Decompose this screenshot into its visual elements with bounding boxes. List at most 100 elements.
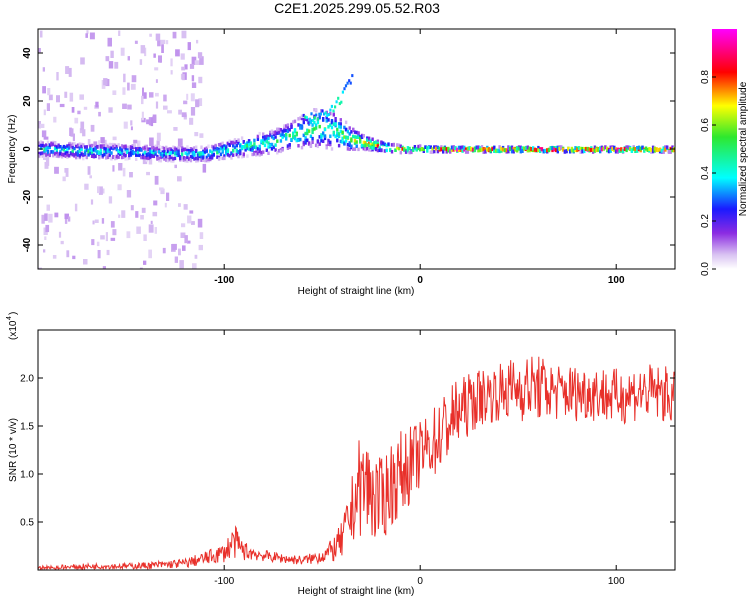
spectrogram-cell [415, 148, 418, 152]
spectrogram-cell [205, 158, 208, 163]
spectrogram-cell [336, 133, 339, 138]
spectrogram-cell [101, 218, 105, 224]
spectrogram-cell [56, 95, 60, 103]
spectrogram-cell [512, 149, 515, 154]
spectrogram-cell [38, 48, 41, 53]
spectrogram-cell [155, 33, 161, 41]
spectrogram-cell [341, 140, 344, 144]
spectrogram-cell [344, 127, 348, 132]
spectrogram-cell [182, 73, 185, 81]
spectrogram-cell [403, 148, 406, 152]
spectrogram-cell [306, 131, 309, 136]
spectrogram-cell [355, 130, 358, 135]
spectrogram-cell [299, 137, 302, 142]
spectrogram-cell [292, 120, 295, 124]
spectrogram-cell [53, 116, 57, 123]
spectrogram-cell [198, 154, 201, 159]
spectrogram-cell [48, 213, 53, 223]
colorbar-gradient [712, 29, 737, 269]
spectrogram-cell [332, 132, 335, 137]
spectrogram-cell [311, 140, 314, 144]
spectrogram-cell [399, 144, 402, 148]
spectrogram-cell [343, 87, 346, 91]
spectrogram-cell [546, 148, 549, 153]
spectrogram-cell [196, 158, 200, 163]
spectrogram-cell [459, 148, 462, 152]
spectrogram-cell [193, 157, 196, 161]
spectrogram-cell [313, 108, 316, 112]
spectrogram-cell [440, 145, 443, 150]
spectrogram-cell [308, 117, 312, 121]
spectrogram-cell [288, 128, 291, 132]
spectrogram-cell [196, 39, 199, 44]
spectrogram-cell [544, 148, 547, 153]
spectrogram-cell [163, 105, 168, 110]
spectrogram-cell [237, 154, 240, 159]
spectrogram-cell [158, 148, 161, 152]
spectrogram-cell [563, 149, 567, 154]
figure-title: C2E1.2025.299.05.52.R03 [274, 0, 440, 16]
spectrogram-cell [613, 145, 616, 150]
spectrogram-cell [270, 142, 274, 147]
spectrogram-cell [178, 248, 181, 256]
spectrogram-cell [367, 143, 371, 148]
spectrogram-cell [378, 146, 381, 150]
spectrogram-cell [383, 142, 387, 147]
spectrogram-cell [419, 144, 422, 148]
spectrogram-cell [89, 146, 92, 151]
spectrogram-cell [50, 142, 53, 146]
spectrogram-cell [334, 122, 337, 126]
spectrogram-cell [210, 156, 214, 160]
spectrogram-cell [471, 147, 475, 152]
spectrogram-cell [180, 146, 184, 150]
spectrogram-cell [613, 147, 616, 152]
spectrogram-cell [517, 146, 521, 151]
spectrogram-cell [124, 157, 127, 161]
spectrogram-cell [256, 151, 260, 155]
spectrogram-cell [150, 146, 154, 150]
spectrogram-cell [149, 33, 152, 37]
spectrogram-cell [579, 149, 582, 154]
spectrogram-cell [332, 113, 335, 117]
spectrogram-cell [69, 143, 73, 148]
spectrogram-cell [307, 129, 311, 133]
spectrogram-cell [265, 148, 268, 152]
spectrogram-cell [46, 150, 50, 155]
spectrogram-cell [53, 143, 57, 147]
spectrogram-cell [197, 218, 203, 228]
spectrogram-cell [183, 204, 188, 210]
spectrogram-cell [112, 155, 115, 159]
spectrogram-cell [339, 122, 342, 126]
spectrogram-cell [131, 144, 134, 148]
spectrogram-cell [154, 227, 157, 234]
spectrogram-cell [434, 145, 438, 149]
spectrogram-cell [41, 142, 44, 146]
spectrogram-cell [595, 148, 598, 153]
spectrogram-cell [306, 117, 309, 122]
spectrogram-cell [232, 153, 235, 157]
spectrogram-cell [45, 145, 48, 150]
spectrogram-cell [240, 145, 244, 149]
spectrogram-cell [362, 146, 365, 151]
spectrogram-cell [153, 53, 156, 58]
spectrogram-cell [539, 149, 542, 153]
spectrogram-cell [429, 150, 432, 154]
spectrogram-cell [70, 128, 74, 137]
spectrogram-cell [159, 187, 164, 191]
spectrogram-cell [108, 142, 111, 147]
spectrogram-cell [484, 149, 487, 154]
spectrogram-cell [288, 145, 291, 150]
spectrogram-cell [154, 152, 157, 156]
spectrogram-cell [367, 148, 371, 152]
spectrogram-cell [184, 235, 188, 244]
spectrogram-cell [114, 61, 119, 69]
spectrogram-cell [276, 151, 279, 155]
spectrogram-cell [149, 137, 154, 146]
spectrogram-cell [66, 250, 70, 258]
spectrogram-cell [94, 219, 99, 223]
spectrogram-cell [305, 116, 308, 120]
spectrogram-cell [146, 119, 150, 125]
spectrogram-cell [664, 147, 667, 152]
spectrogram-cell [426, 146, 429, 150]
spectrogram-cell [134, 40, 138, 44]
